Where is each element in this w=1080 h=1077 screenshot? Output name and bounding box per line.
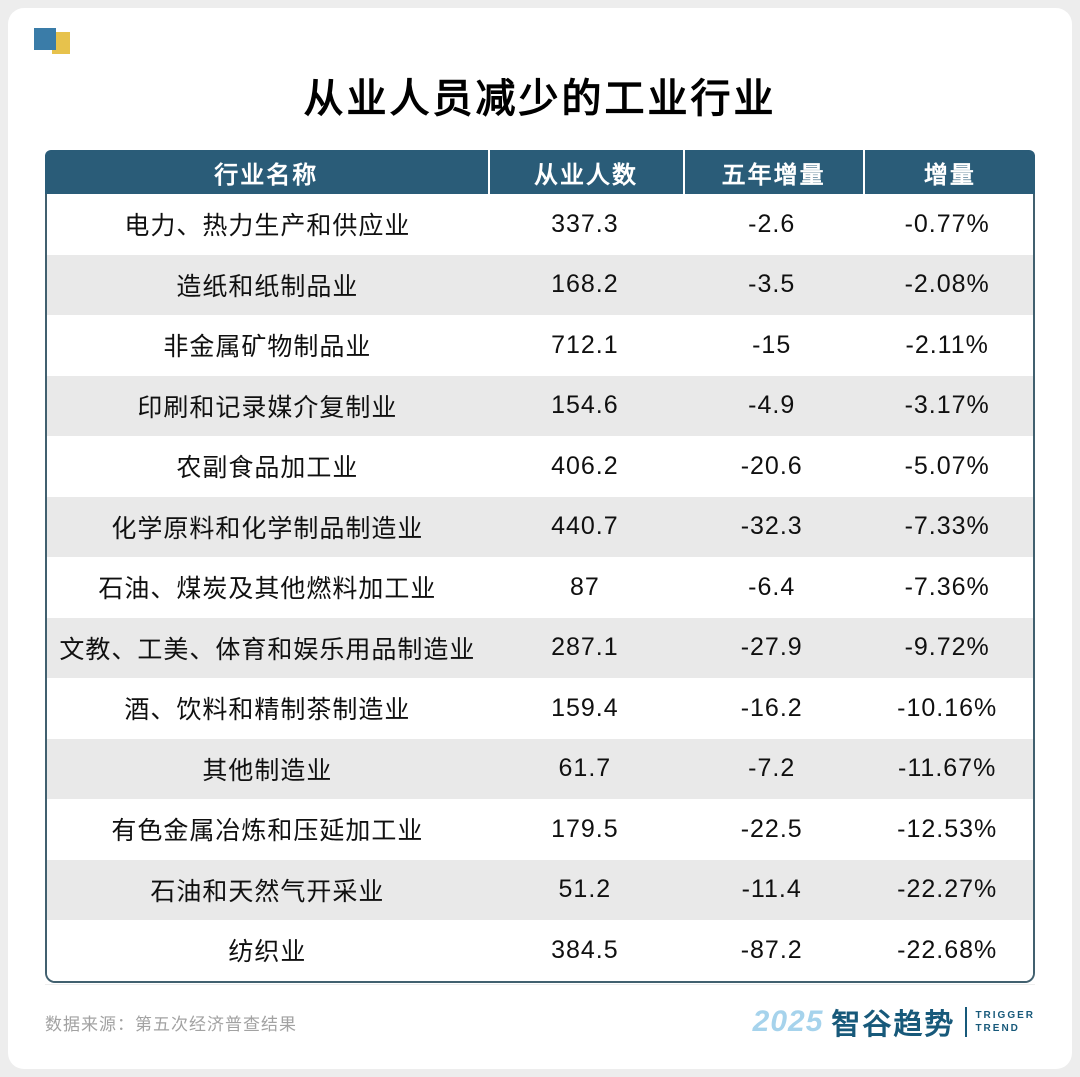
- industry-table: 行业名称 从业人数 五年增量 增量 电力、热力生产和供应业 337.3 -2.6 -0…: [45, 150, 1035, 983]
- content-card: 从业人员减少的工业行业 行业名称 从业人数 五年增量 增量 电力、热力生产和供应…: [8, 8, 1072, 1069]
- industry-name-cell: 电力、热力生产和供应业: [124, 212, 411, 241]
- five-year-change-cell: -4.9: [748, 391, 796, 420]
- table-row: 造纸和纸制品业 168.2 -3.5 -2.08%: [47, 254, 1033, 315]
- brand-year-text: 2025: [752, 1005, 824, 1038]
- corner-decoration: [26, 22, 86, 62]
- employee-count-cell: 712.1: [551, 330, 619, 359]
- employee-count-cell: 179.5: [551, 814, 619, 843]
- change-percent-cell: -22.68%: [897, 935, 998, 964]
- employee-count-cell: 384.5: [551, 935, 619, 964]
- brand-name-text: 智谷趋势: [831, 1009, 956, 1041]
- change-percent-cell: -11.67%: [898, 754, 997, 783]
- table-row: 酒、饮料和精制茶制造业 159.4 -16.2 -10.16%: [47, 678, 1033, 739]
- industry-name-cell: 非金属矿物制品业: [163, 333, 372, 362]
- employee-count-cell: 61.7: [558, 754, 612, 783]
- industry-name-cell: 印刷和记录媒介复制业: [137, 393, 398, 422]
- employee-count-cell: 154.6: [551, 391, 619, 420]
- industry-name-cell: 石油、煤炭及其他燃料加工业: [98, 575, 437, 604]
- table-row: 文教、工美、体育和娱乐用品制造业 287.1 -27.9 -9.72%: [47, 617, 1033, 678]
- brand-logo: 2025 智谷趋势 TRIGGER TREND: [753, 1001, 1035, 1043]
- five-year-change-cell: -6.4: [748, 572, 796, 601]
- table-header-row: 行业名称 从业人数 五年增量 增量: [45, 150, 1035, 194]
- employee-count-cell: 159.4: [551, 693, 619, 722]
- industry-name-cell: 农副食品加工业: [176, 454, 359, 483]
- five-year-change-cell: -20.6: [740, 451, 803, 480]
- five-year-change-cell: -32.3: [740, 512, 803, 541]
- table-row: 化学原料和化学制品制造业 440.7 -32.3 -7.33%: [47, 496, 1033, 557]
- employee-count-cell: 87: [569, 572, 600, 601]
- five-year-change-cell: -7.2: [748, 754, 796, 783]
- industry-name-cell: 纺织业: [228, 938, 307, 967]
- brand-subtitle-line2: TREND: [975, 1023, 1020, 1034]
- table-body: 电力、热力生产和供应业 337.3 -2.6 -0.77% 造纸和纸制品业 168.2 -3…: [45, 194, 1035, 983]
- table-row: 石油和天然气开采业 51.2 -11.4 -22.27%: [47, 859, 1033, 920]
- five-year-change-cell: -22.5: [740, 814, 803, 843]
- brand-subtitle-line1: TRIGGER: [975, 1010, 1035, 1021]
- industry-name-cell: 有色金属冶炼和压延加工业: [111, 817, 424, 846]
- employee-count-cell: 168.2: [551, 270, 619, 299]
- header-change-percent: 增量: [862, 150, 1035, 194]
- table-row: 农副食品加工业 406.2 -20.6 -5.07%: [47, 436, 1033, 497]
- five-year-change-cell: -15: [752, 330, 792, 359]
- industry-name-cell: 化学原料和化学制品制造业: [111, 514, 424, 543]
- table-row: 石油、煤炭及其他燃料加工业 87 -6.4 -7.36%: [47, 557, 1033, 618]
- change-percent-cell: -3.17%: [904, 391, 990, 420]
- table-row: 非金属矿物制品业 712.1 -15 -2.11%: [47, 315, 1033, 376]
- table-row: 其他制造业 61.7 -7.2 -11.67%: [47, 738, 1033, 799]
- employee-count-cell: 287.1: [551, 633, 619, 662]
- page-title: 从业人员减少的工业行业: [303, 77, 777, 121]
- five-year-change-cell: -87.2: [740, 935, 803, 964]
- industry-name-cell: 石油和天然气开采业: [150, 877, 385, 906]
- change-percent-cell: -12.53%: [897, 814, 998, 843]
- five-year-change-cell: -16.2: [740, 693, 803, 722]
- table-row: 印刷和记录媒介复制业 154.6 -4.9 -3.17%: [47, 375, 1033, 436]
- header-five-year-change: 五年增量: [682, 150, 863, 194]
- employee-count-cell: 51.2: [558, 875, 612, 904]
- five-year-change-cell: -2.6: [748, 209, 796, 238]
- employee-count-cell: 406.2: [551, 451, 619, 480]
- change-percent-cell: -10.16%: [897, 693, 998, 722]
- change-percent-cell: -7.33%: [904, 512, 990, 541]
- industry-name-cell: 造纸和纸制品业: [176, 272, 359, 301]
- blue-square-decoration-icon: [34, 28, 56, 50]
- table-row: 有色金属冶炼和压延加工业 179.5 -22.5 -12.53%: [47, 799, 1033, 860]
- employee-count-cell: 440.7: [551, 512, 619, 541]
- industry-name-cell: 其他制造业: [202, 756, 333, 785]
- change-percent-cell: -0.77%: [904, 209, 990, 238]
- industry-name-cell: 文教、工美、体育和娱乐用品制造业: [59, 635, 476, 664]
- header-industry-name: 行业名称: [214, 161, 319, 189]
- yellow-square-decoration-icon: [52, 32, 70, 54]
- table-row: 纺织业 384.5 -87.2 -22.68%: [47, 920, 1033, 981]
- five-year-change-cell: -27.9: [740, 633, 803, 662]
- header-employee-count: 从业人数: [487, 150, 683, 194]
- table-row: 电力、热力生产和供应业 337.3 -2.6 -0.77%: [47, 194, 1033, 255]
- industry-name-cell: 酒、饮料和精制茶制造业: [124, 696, 411, 725]
- change-percent-cell: -2.08%: [904, 270, 990, 299]
- change-percent-cell: -2.11%: [905, 330, 989, 359]
- footer: 数据来源：第五次经济普查结果 2025 智谷趋势 TRIGGER TREND: [45, 984, 1035, 1043]
- change-percent-cell: -22.27%: [897, 875, 998, 904]
- change-percent-cell: -5.07%: [904, 451, 990, 480]
- five-year-change-cell: -3.5: [748, 270, 796, 299]
- data-source-text: 数据来源：第五次经济普查结果: [45, 1014, 297, 1034]
- five-year-change-cell: -11.4: [741, 875, 802, 904]
- employee-count-cell: 337.3: [551, 209, 619, 238]
- change-percent-cell: -9.72%: [904, 633, 990, 662]
- brand-subtitle: TRIGGER TREND: [965, 1007, 1035, 1037]
- change-percent-cell: -7.36%: [904, 572, 990, 601]
